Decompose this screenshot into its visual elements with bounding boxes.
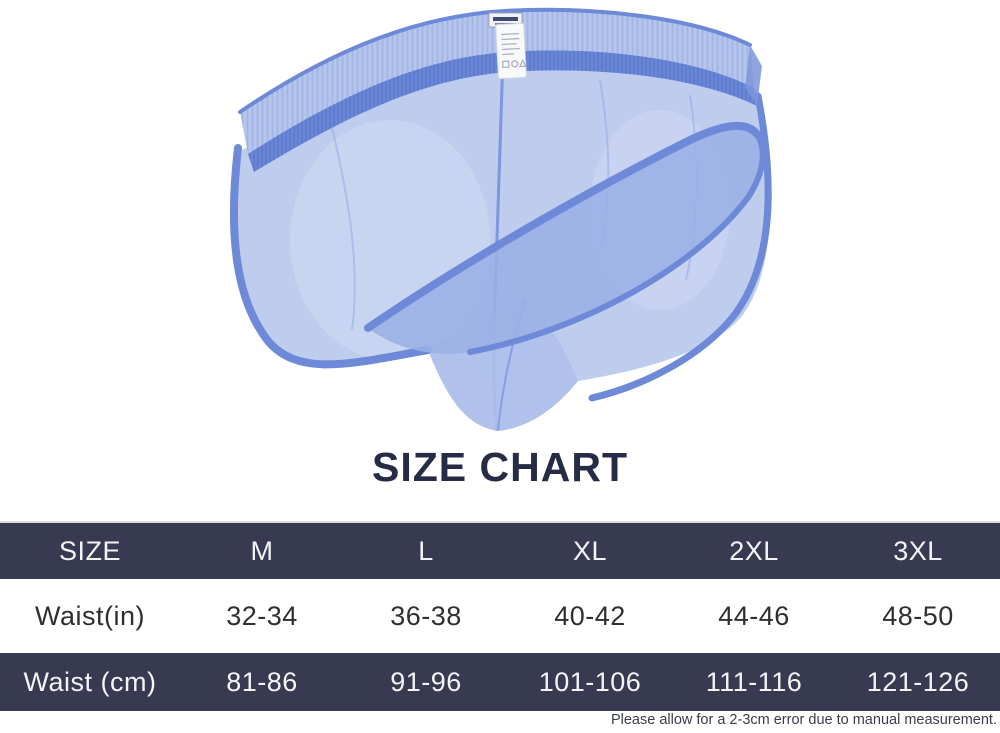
header-size: SIZE	[58, 535, 121, 566]
size-chart-title: SIZE CHART	[372, 444, 628, 490]
product-photo	[229, 7, 772, 432]
header-xl: XL	[572, 535, 608, 566]
waist-inches-row: Waist(in) 32-34 36-38 40-42 44-46 48-50	[0, 579, 1000, 653]
fold-line	[329, 119, 356, 331]
care-label	[495, 22, 527, 80]
measurement-note: Please allow for a 2-3cm error due to ma…	[610, 712, 997, 728]
briefs-illustration	[229, 7, 772, 432]
waist-in-2xl: 44-46	[718, 600, 790, 631]
waist-cm-row: Waist (cm) 81-86 91-96 101-106 111-116 1…	[0, 653, 1000, 711]
header-m: M	[250, 535, 274, 566]
waist-cm-label: Waist (cm)	[23, 666, 157, 697]
waistband-fold	[745, 45, 762, 106]
waist-cm-xl: 101-106	[538, 666, 642, 697]
waist-cm-3xl: 121-126	[866, 666, 970, 697]
flap-top-trim	[364, 121, 761, 332]
waistband-ribbing	[240, 9, 754, 155]
flap-bottom-trim	[467, 131, 766, 355]
mesh-flap	[368, 125, 763, 354]
waist-cm-m: 81-86	[226, 666, 298, 697]
header-2xl: 2XL	[729, 535, 779, 566]
header-3xl: 3XL	[893, 535, 943, 566]
waistband-top-edge	[238, 7, 752, 114]
size-table: SIZE M L XL 2XL 3XL Waist(in) 32-34 36-3…	[0, 521, 1000, 711]
waist-cm-l: 91-96	[390, 666, 462, 697]
header-l: L	[418, 535, 434, 566]
size-header-row: SIZE M L XL 2XL 3XL	[0, 522, 1000, 579]
waist-cm-2xl: 111-116	[705, 666, 803, 697]
waist-in-label: Waist(in)	[35, 600, 145, 631]
stitch-texture	[248, 50, 757, 172]
waist-in-xl: 40-42	[554, 600, 626, 631]
waist-in-3xl: 48-50	[882, 600, 954, 631]
left-leg-trim	[229, 144, 432, 369]
waist-in-l: 36-38	[390, 600, 462, 631]
waist-in-m: 32-34	[226, 600, 298, 631]
right-leg-trim	[588, 92, 772, 402]
